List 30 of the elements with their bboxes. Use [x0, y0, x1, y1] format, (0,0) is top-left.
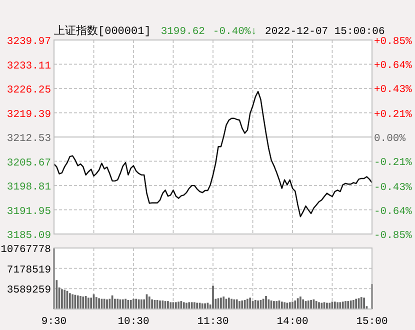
y-tick-label: 3219.39 — [6, 108, 51, 121]
text: 3199.62 — [160, 26, 205, 38]
x-tick-label: 11:30 — [197, 316, 229, 328]
y-tick-label: 3226.25 — [6, 84, 51, 96]
y-tick-label: 3191.95 — [6, 206, 51, 218]
x-tick-label: 15:00 — [356, 316, 388, 328]
y-tick-label: 3185.09 — [6, 230, 51, 242]
y-tick-label: 3233.11 — [6, 60, 51, 72]
x-tick-label: 14:00 — [276, 316, 308, 328]
chart-title: 上证指数[000001] — [54, 24, 151, 38]
y-tick-label: 3239.97 — [6, 36, 51, 48]
y2-tick-label: +0.64% — [374, 60, 413, 72]
y-tick-label: 3212.53 — [6, 133, 51, 145]
y2-tick-label: +0.43% — [374, 84, 413, 96]
y2-tick-label: 0.00% — [374, 133, 406, 145]
y-tick-label: 3198.81 — [6, 182, 51, 194]
y2-tick-label: -0.64% — [374, 206, 413, 218]
x-tick-label: 9:30 — [41, 316, 67, 328]
y2-tick-label: -0.43% — [374, 182, 413, 194]
y-tick-label: 10767778 — [0, 244, 51, 256]
text: -0.40%↓ — [212, 26, 258, 38]
text: 2022-12-07 15:00:06 — [265, 26, 385, 38]
x-tick-label: 10:30 — [118, 316, 150, 328]
y2-tick-label: -0.85% — [374, 230, 413, 242]
y2-tick-label: +0.85% — [374, 36, 413, 48]
y2-tick-label: -0.21% — [374, 156, 413, 169]
y-tick-label: 3205.67 — [6, 157, 51, 170]
y-tick-label: 7178519 — [6, 264, 51, 276]
y2-tick-label: +0.21% — [374, 109, 413, 122]
y-tick-label: 3589259 — [6, 284, 51, 297]
